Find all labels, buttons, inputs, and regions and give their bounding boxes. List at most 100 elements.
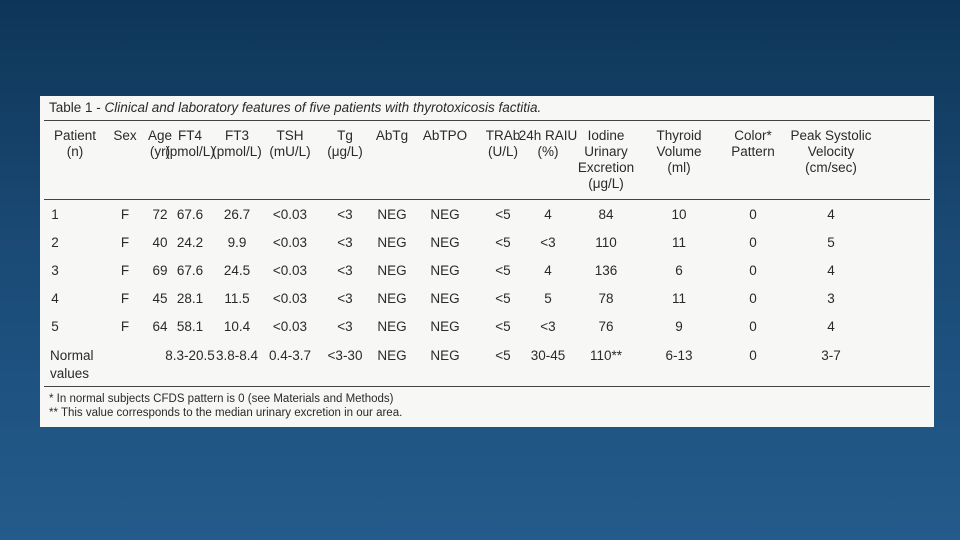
- column-header-psv: Velocity: [807, 144, 855, 159]
- cell-psv: 5: [827, 235, 835, 250]
- cell-thyroid: 11: [671, 235, 686, 250]
- cell-tsh: <0.03: [272, 319, 308, 334]
- cell-tsh: <0.03: [272, 207, 308, 222]
- cell-age: 69: [152, 263, 168, 278]
- cell-sex: F: [120, 235, 130, 250]
- cell-abtpo: NEG: [430, 207, 460, 222]
- cell-iodine: 76: [598, 319, 614, 334]
- cell-abtpo: NEG: [430, 319, 460, 334]
- cell-trab: <5: [495, 235, 511, 250]
- top-rule: [44, 120, 930, 121]
- column-header-patient: (n): [66, 144, 84, 159]
- cell-ft3: 11.5: [224, 291, 250, 306]
- column-header-iodine: (μg/L): [588, 176, 624, 191]
- footnote-2: ** This value corresponds to the median …: [49, 407, 403, 419]
- cell-patient: 3: [51, 263, 59, 278]
- cell-age: 72: [152, 207, 168, 222]
- cell-abtpo: NEG: [430, 263, 460, 278]
- cell-tsh: <0.03: [272, 291, 308, 306]
- cell-patient: 2: [51, 235, 59, 250]
- column-header-color: Pattern: [731, 144, 775, 159]
- header-rule: [44, 199, 930, 200]
- normal-abtg: NEG: [377, 348, 407, 363]
- cell-sex: F: [120, 207, 130, 222]
- normal-values-label: Normal: [50, 348, 94, 363]
- cell-trab: <5: [495, 291, 511, 306]
- table-title: Table 1 - Clinical and laboratory featur…: [49, 100, 541, 115]
- cell-ft3: 26.7: [223, 207, 251, 222]
- column-header-raiu: 24h RAIU: [518, 128, 578, 143]
- column-header-sex: Sex: [113, 128, 137, 143]
- cell-thyroid: 10: [671, 207, 687, 222]
- cell-tsh: <0.03: [272, 235, 308, 250]
- cell-iodine: 84: [598, 207, 614, 222]
- normal-trab: <5: [495, 348, 511, 363]
- normal-ft3: 3.8-8.4: [215, 348, 259, 363]
- normal-raiu: 30-45: [530, 348, 566, 363]
- normal-color: 0: [749, 348, 757, 363]
- column-header-tsh: (mU/L): [269, 144, 311, 159]
- column-header-tg: (μg/L): [327, 144, 363, 159]
- cell-color: 0: [749, 319, 757, 334]
- cell-psv: 4: [827, 207, 835, 222]
- cell-raiu: 4: [544, 207, 552, 222]
- column-header-iodine: Urinary: [584, 144, 628, 159]
- cell-color: 0: [749, 291, 757, 306]
- cell-ft4: 67.6: [176, 263, 204, 278]
- table-image-panel: Table 1 - Clinical and laboratory featur…: [40, 96, 934, 427]
- cell-ft4: 24.2: [176, 235, 204, 250]
- column-header-thyroid: Thyroid: [656, 128, 702, 143]
- column-header-tg: Tg: [337, 128, 353, 143]
- column-header-abtg: AbTg: [375, 128, 409, 143]
- cell-raiu: 5: [544, 291, 552, 306]
- column-header-raiu: (%): [537, 144, 559, 159]
- normal-tsh: 0.4-3.7: [268, 348, 312, 363]
- cell-sex: F: [120, 263, 130, 278]
- column-header-iodine: Iodine: [587, 128, 625, 143]
- column-header-psv: (cm/sec): [805, 160, 857, 175]
- cell-ft3: 24.5: [223, 263, 251, 278]
- column-header-age: Age: [147, 128, 173, 143]
- column-header-trab: (U/L): [488, 144, 518, 159]
- normal-tg: <3-30: [327, 348, 363, 363]
- column-header-psv: Peak Systolic: [790, 128, 872, 143]
- cell-ft4: 28.1: [176, 291, 204, 306]
- normal-abtpo: NEG: [430, 348, 460, 363]
- footnote-1: * In normal subjects CFDS pattern is 0 (…: [49, 393, 394, 405]
- column-header-tsh: TSH: [276, 128, 304, 143]
- column-header-thyroid: Volume: [656, 144, 702, 159]
- cell-color: 0: [749, 207, 757, 222]
- table-title-prefix: Table 1 -: [49, 100, 105, 115]
- cell-thyroid: 9: [675, 319, 683, 334]
- cell-sex: F: [120, 291, 130, 306]
- cell-iodine: 78: [598, 291, 614, 306]
- cell-psv: 4: [827, 319, 835, 334]
- cell-tg: <3: [337, 235, 353, 250]
- column-header-abtpo: AbTPO: [422, 128, 468, 143]
- cell-ft3: 9.9: [227, 235, 247, 250]
- cell-abtpo: NEG: [430, 291, 460, 306]
- cell-thyroid: 6: [675, 263, 683, 278]
- column-header-ft3: FT3: [224, 128, 249, 143]
- cell-raiu: 4: [544, 263, 552, 278]
- bottom-rule: [44, 386, 930, 387]
- column-header-iodine: Excretion: [577, 160, 635, 175]
- cell-abtg: NEG: [377, 291, 407, 306]
- column-header-trab: TRAb: [485, 128, 521, 143]
- column-header-thyroid: (ml): [667, 160, 691, 175]
- cell-tg: <3: [337, 319, 353, 334]
- cell-psv: 4: [827, 263, 835, 278]
- cell-patient: 5: [51, 319, 59, 334]
- cell-sex: F: [120, 319, 130, 334]
- normal-values-label: values: [50, 366, 90, 381]
- normal-iodine: 110**: [589, 348, 623, 363]
- cell-age: 45: [152, 291, 168, 306]
- column-header-ft4: FT4: [177, 128, 202, 143]
- cell-raiu: <3: [540, 235, 556, 250]
- cell-tg: <3: [337, 263, 353, 278]
- cell-ft4: 58.1: [176, 319, 204, 334]
- cell-psv: 3: [827, 291, 835, 306]
- table-title-caption: Clinical and laboratory features of five…: [104, 100, 542, 115]
- cell-trab: <5: [495, 263, 511, 278]
- column-header-patient: Patient: [53, 128, 97, 143]
